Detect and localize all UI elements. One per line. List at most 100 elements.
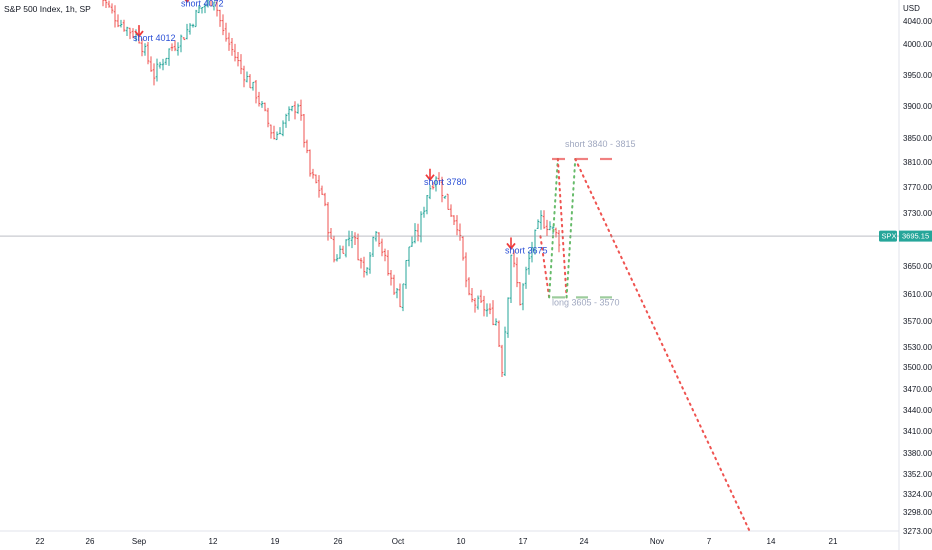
candle	[377, 232, 381, 247]
price-tick-label: 3500.00	[903, 363, 932, 372]
candle	[170, 43, 174, 52]
arrow-down-head	[134, 30, 144, 38]
candle	[281, 120, 285, 137]
candle	[102, 0, 105, 7]
price-tick-label: 3380.00	[903, 449, 932, 458]
time-tick-label: 24	[580, 537, 589, 546]
candle	[122, 19, 126, 32]
symbol-tag-bg	[879, 230, 897, 242]
price-tick-label: 3273.00	[903, 527, 932, 536]
candle	[302, 113, 306, 148]
candle	[233, 43, 237, 62]
annotation-label: short 4072	[181, 0, 224, 9]
candle	[152, 63, 156, 86]
time-tick-label: 22	[36, 537, 45, 546]
candle	[257, 91, 261, 107]
candle	[131, 28, 135, 39]
annotation-label: short 3675	[505, 245, 548, 255]
candle	[320, 185, 324, 195]
candle	[248, 74, 252, 89]
candle	[290, 105, 294, 112]
candle	[464, 252, 468, 288]
candle	[326, 202, 330, 241]
candle	[359, 257, 363, 269]
candles-layer	[102, 0, 561, 377]
projection-segment	[556, 158, 568, 299]
price-tick-label: 3410.00	[903, 427, 932, 436]
short-annotation[interactable]: short 4012	[133, 25, 176, 43]
time-tick-label: 19	[271, 537, 280, 546]
candle	[443, 195, 447, 199]
candle	[218, 9, 222, 27]
price-tick-label: 3352.00	[903, 470, 932, 479]
short-annotation[interactable]: short 4072	[181, 0, 224, 9]
candle	[356, 233, 360, 261]
candle	[422, 206, 426, 218]
candle	[407, 246, 411, 267]
time-axis[interactable]: 22 26 Sep 12 19 26 Oct 10 17 24 Nov 7 14 21	[36, 537, 838, 546]
candle	[455, 215, 459, 236]
price-axis[interactable]: 4040.00 4000.00 3950.00 3900.00 3850.00 3810.…	[903, 17, 932, 536]
candle	[473, 298, 477, 313]
candle	[437, 172, 441, 182]
candle	[341, 245, 345, 254]
candle	[113, 5, 117, 28]
candle	[347, 230, 351, 247]
candle	[335, 254, 339, 262]
projection-layer	[539, 158, 751, 532]
candle	[536, 219, 540, 229]
candle	[398, 283, 402, 308]
candle	[176, 42, 180, 56]
price-tick-label: 3530.00	[903, 343, 932, 352]
candle	[449, 204, 453, 217]
current-price-tag: SPX 3695.15	[879, 230, 932, 242]
candle	[434, 176, 438, 192]
candle	[173, 40, 177, 52]
candle	[431, 182, 435, 190]
time-tick-label: Nov	[650, 537, 664, 546]
candle	[146, 42, 150, 65]
short-annotation[interactable]: short 3675	[505, 237, 548, 255]
candle	[557, 229, 561, 253]
candle	[278, 127, 282, 135]
candle	[227, 32, 231, 51]
candle	[521, 283, 525, 311]
candle	[212, 1, 216, 11]
candle	[161, 58, 165, 71]
candle	[197, 5, 201, 14]
candle	[425, 195, 429, 215]
price-tick-label: 4000.00	[903, 40, 932, 49]
price-tick-label: 3324.00	[903, 490, 932, 499]
candle	[350, 231, 354, 249]
candle	[344, 239, 348, 258]
candle	[260, 101, 264, 108]
price-tick-label: 3298.00	[903, 508, 932, 517]
candle	[353, 232, 357, 245]
candle	[392, 274, 396, 295]
candle	[125, 26, 129, 37]
price-tick-label: 3570.00	[903, 317, 932, 326]
candle	[533, 229, 537, 255]
short-annotation[interactable]: short 3780	[424, 168, 467, 187]
candle	[476, 295, 480, 310]
time-tick-label: 7	[707, 537, 712, 546]
time-tick-label: 17	[519, 537, 528, 546]
level-label: short 3840 - 3815	[565, 139, 636, 149]
price-tick-label: 4040.00	[903, 17, 932, 26]
annotations-layer: short 4012 short 4072 short 3780 short 3675	[133, 0, 548, 255]
time-tick-label: 26	[334, 537, 343, 546]
price-tick-label: 3850.00	[903, 134, 932, 143]
candle	[503, 326, 507, 376]
candle	[110, 3, 114, 14]
price-tick-label: 3470.00	[903, 385, 932, 394]
candle	[272, 125, 276, 140]
candle	[479, 289, 483, 303]
currency-label: USD	[903, 4, 920, 13]
candle	[527, 251, 531, 275]
candle	[515, 257, 519, 288]
candle	[506, 297, 510, 338]
candle	[185, 23, 189, 40]
long-level[interactable]: long 3605 - 3570	[552, 296, 620, 307]
candle	[416, 223, 420, 242]
